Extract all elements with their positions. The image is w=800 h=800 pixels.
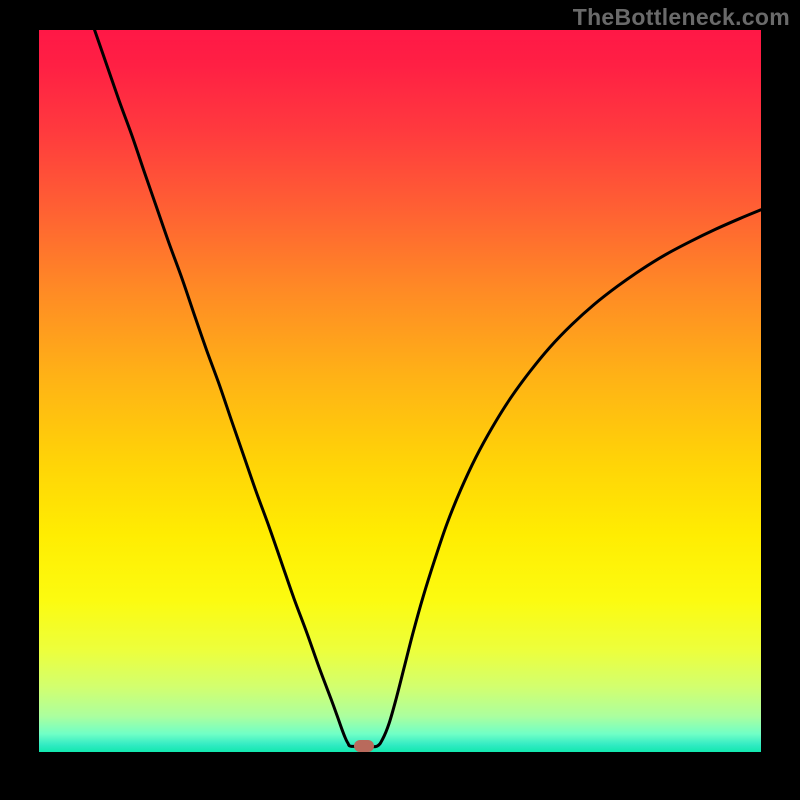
chart-container: TheBottleneck.com	[0, 0, 800, 800]
plot-area	[39, 30, 761, 752]
minimum-marker	[354, 740, 374, 752]
watermark-text: TheBottleneck.com	[573, 4, 790, 31]
